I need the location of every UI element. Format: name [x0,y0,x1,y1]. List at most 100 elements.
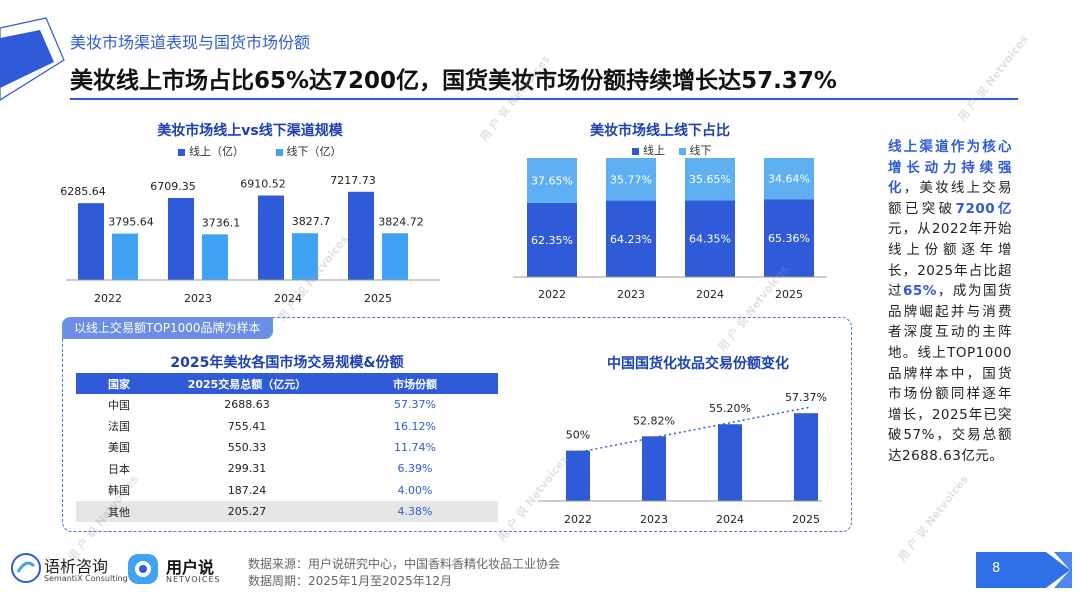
chart2-x-tick: 2025 [775,288,803,301]
table-row: 其他 205.27 4.38% [76,500,498,523]
section-subtitle: 美妆市场渠道表现与国货市场份额 [70,33,311,52]
netvoices-logo-icon [128,554,158,584]
page-headline: 美妆线上市场占比65%达7200亿，国货美妆市场份额持续增长达57.37% [70,68,837,94]
data-period-line: 数据周期：2025年1月至2025年12月 [248,574,452,588]
chart1-bar-offline [202,234,228,280]
table-cell: 187.24 [227,483,267,497]
table-row: 美国 550.33 11.74% [76,437,498,458]
chart2-legend-offline: 线下 [678,144,712,157]
chart1-data-label: 6709.35 [150,180,196,193]
sample-tab: 以线上交易额TOP1000品牌为样本 [62,317,273,339]
chart4-bar [642,436,666,501]
chart1-data-label: 3824.72 [378,215,424,228]
table-cell: 755.41 [227,419,267,433]
country-share-table: 国家 2025交易总额（亿元） 市场份额 中国 2688.63 57.37% 法国 7… [76,373,498,523]
table-row: 日本 299.31 6.39% [76,458,498,479]
table-cell: 法国 [108,420,130,434]
table-cell: 57.37% [394,398,436,412]
corner-decoration [0,17,65,101]
chart2-plot: 62.35% 37.65% 2022 64.23% 35.77% 2023 64.35% 35… [513,158,827,301]
chart1-data-label: 7217.73 [330,174,376,187]
chart4-data-label: 50% [566,429,590,442]
chart2-bar-online [606,200,656,277]
chart2-bar-offline [764,158,814,200]
chart1-data-label: 3827.7 [292,215,331,228]
table-cell: 韩国 [108,484,130,498]
chart4-data-label: 52.82% [633,414,675,427]
semantix-logo-icon [11,553,41,583]
chart1-bar-online [348,191,374,280]
chart1-title: 美妆市场线上vs线下渠道规模 [157,123,343,139]
chart1-bar-online [168,197,194,280]
chart1-x-tick: 2024 [274,292,302,305]
chart1-x-tick: 2023 [184,292,212,305]
table-header: 2025交易总额（亿元） [162,373,332,394]
table-cell: 16.12% [394,419,436,433]
chart1-data-label: 3736.1 [202,216,241,229]
table-cell: 4.38% [332,500,498,523]
chart4-bar [566,450,590,501]
semantix-name: 语析咨询 [44,557,109,576]
chart4-x-tick: 2023 [640,513,668,526]
data-source-line: 数据来源：用户说研究中心，中国香料香精化妆品工业协会 [248,557,561,571]
table-cell: 美国 [108,441,130,455]
chart1-bar-offline [292,233,318,280]
watermark: 用 户 说 Netvoices [955,32,1031,124]
chart4-bar [718,424,742,501]
insight-highlight-1: 线上渠道作为核心增长动力持续强化 [888,139,1012,197]
table-header-row: 国家 2025交易总额（亿元） 市场份额 [76,373,498,394]
chart1-plot: 6285.64 3795.64 2022 6709.35 3736.1 2023 6910.… [60,174,440,305]
chart2-legend: 线上 线下 [632,142,712,158]
chart1-x-tick: 2025 [364,292,392,305]
chart4-title: 中国国货化妆品交易份额变化 [607,356,789,372]
chart1-legend-offline: 线下（亿） [275,145,342,158]
chart2-data-label: 64.35% [689,233,731,246]
chart1-bar-online [78,203,104,280]
chart2-bar-online [764,199,814,277]
chart4-data-label: 57.37% [785,391,827,404]
chart2-bar-offline [527,158,577,203]
chart1-data-label: 3795.64 [108,216,154,229]
chart4-x-tick: 2025 [792,513,820,526]
table-title: 2025年美妆各国市场交易规模&份额 [170,355,404,371]
chart4-trend-line [565,406,811,456]
chart1-bar-offline [112,233,138,280]
chart1-legend-online: 线上（亿） [178,145,244,158]
chart2-data-label: 35.65% [689,173,731,186]
header-divider [70,98,1018,100]
chart2-bar-offline [685,158,735,201]
page-number: 8 [992,561,1001,576]
table-header: 国家 [76,373,162,394]
chart4-x-tick: 2022 [564,513,592,526]
chart2-x-tick: 2022 [538,288,566,301]
semantix-en: SemantiX Consulting [44,574,128,583]
chart2-bar-online [685,200,735,277]
chart2-bar-offline [606,158,656,201]
chart1-data-label: 6910.52 [240,178,286,191]
table-cell: 11.74% [394,440,436,454]
table-cell: 205.27 [162,500,332,523]
page-number-tab [976,552,1072,588]
chart4-x-tick: 2024 [716,513,744,526]
table-row: 法国 755.41 16.12% [76,415,498,436]
chart2-data-label: 35.77% [610,173,652,186]
chart2-data-label: 62.35% [531,234,573,247]
table-cell: 2688.63 [224,398,270,412]
chart1-legend: 线上（亿） 线下（亿） [178,143,342,159]
chart2-bar-online [527,202,577,277]
chart2-title: 美妆市场线上线下占比 [590,123,730,139]
chart2-data-label: 37.65% [531,174,573,187]
table-cell: 日本 [108,462,130,476]
chart2-data-label: 34.64% [768,173,810,186]
chart4-data-label: 55.20% [709,402,751,415]
chart2-legend-online: 线上 [632,144,665,157]
insight-text-4: 元，从2022年开始线上份额逐年增长，2025年占比超过 [888,221,1012,300]
table-cell: 299.31 [227,462,267,476]
insight-highlight-2: 7200亿 [955,200,1013,217]
insight-text-2: ，美妆线上交易额已突破 [888,180,1013,217]
data-source: 数据来源：用户说研究中心，中国香料香精化妆品工业协会 数据周期：2025年1月至… [248,556,560,590]
chart1-x-tick: 2022 [94,292,122,305]
table-row: 韩国 187.24 4.00% [76,480,498,501]
table-cell: 6.39% [397,462,433,476]
chart1-bar-online [258,195,284,280]
